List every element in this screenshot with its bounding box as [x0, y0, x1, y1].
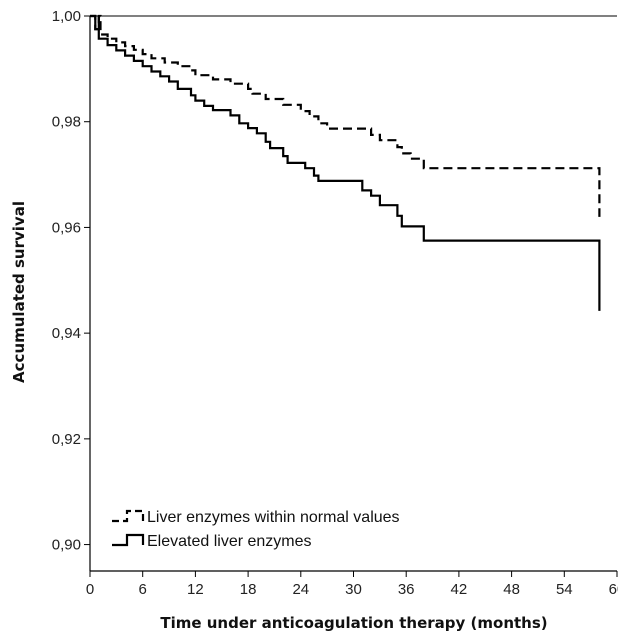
y-tick-label: 0,90: [52, 537, 81, 554]
x-tick-label: 42: [451, 581, 468, 598]
y-tick-label: 1,00: [52, 8, 81, 25]
y-tick-label: 0,94: [52, 325, 81, 342]
legend-label: Elevated liver enzymes: [147, 533, 312, 550]
x-tick-label: 54: [556, 581, 573, 598]
x-tick-label: 0: [86, 581, 94, 598]
x-axis-title: Time under anticoagulation therapy (mont…: [160, 614, 547, 632]
x-tick-label: 30: [345, 581, 362, 598]
y-tick-label: 0,96: [52, 219, 81, 236]
legend-swatch: [112, 533, 145, 547]
series-layer: [90, 14, 601, 311]
legend: Liver enzymes within normal values Elevat…: [112, 509, 400, 550]
x-tick-label: 60: [609, 581, 618, 598]
legend-label: Liver enzymes within normal values: [147, 509, 400, 526]
x-tick-label: 6: [139, 581, 147, 598]
y-tick-label: 0,92: [52, 431, 81, 448]
axes: 0 6 12 18 24 30 36 42 48 54 60 0,90 0,92 0,94 0,96 0,98…: [52, 8, 618, 598]
series-elevated-enzymes-line: [90, 14, 601, 311]
legend-swatch: [112, 509, 145, 523]
x-tick-label: 18: [240, 581, 257, 598]
x-tick-label: 48: [503, 581, 520, 598]
x-tick-label: 12: [187, 581, 204, 598]
x-tick-label: 24: [292, 581, 309, 598]
y-axis-title: Accumulated survival: [10, 201, 28, 383]
x-tick-label: 36: [398, 581, 415, 598]
series-normal-enzymes-line: [90, 14, 601, 217]
y-tick-label: 0,98: [52, 114, 81, 131]
